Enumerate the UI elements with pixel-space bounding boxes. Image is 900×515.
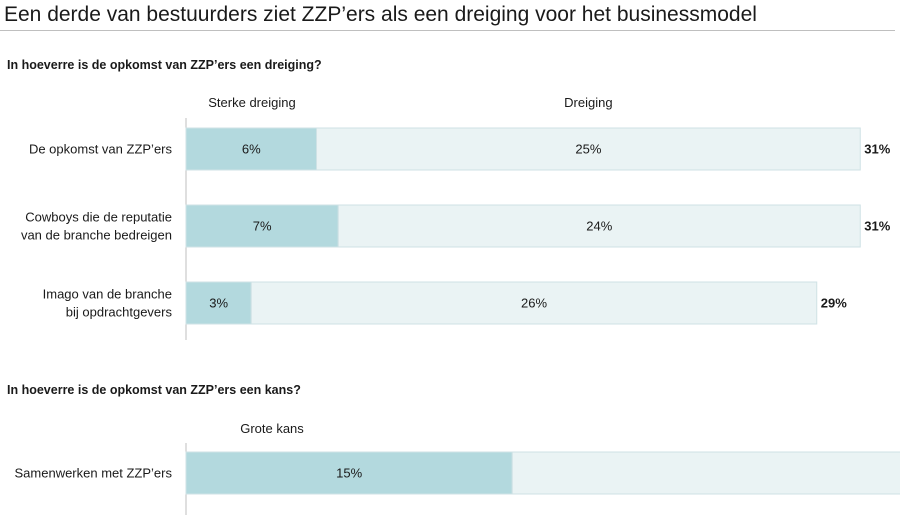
data-label: 25%	[575, 142, 601, 157]
total-label: 31%	[864, 219, 890, 234]
legend-label-strong: Sterke dreiging	[208, 95, 295, 110]
total-label: 31%	[864, 142, 890, 157]
category-label: De opkomst van ZZP’ers	[29, 142, 173, 157]
bar-segment-strong	[185, 204, 339, 248]
data-label: 7%	[253, 219, 272, 234]
total-label: 29%	[821, 296, 847, 311]
title-divider	[0, 30, 895, 31]
category-label: Cowboys die de reputatie	[25, 210, 172, 225]
data-label: 6%	[242, 142, 261, 157]
bar-segment	[250, 281, 818, 325]
data-label: 3%	[209, 296, 228, 311]
legend-label: Dreiging	[564, 95, 612, 110]
category-label: Samenwerken met ZZP’ers	[15, 466, 173, 481]
bar-segment	[337, 204, 861, 248]
bar-segment-strong	[185, 127, 317, 171]
bar-segment-strong	[185, 451, 513, 495]
page-title: Een derde van bestuurders ziet ZZP’ers a…	[4, 3, 757, 26]
category-label: van de branche bedreigen	[21, 228, 172, 243]
legend-label-strong: Grote kans	[240, 421, 304, 436]
bar-segment	[316, 127, 861, 171]
opportunity-question-heading: In hoeverre is de opkomst van ZZP’ers ee…	[7, 383, 301, 397]
bar-segment-strong	[185, 281, 252, 325]
data-label: 24%	[586, 219, 612, 234]
data-label: 15%	[336, 466, 362, 481]
threat-question-heading: In hoeverre is de opkomst van ZZP’ers ee…	[7, 58, 322, 72]
category-label: bij opdrachtgevers	[66, 305, 173, 320]
data-label: 26%	[521, 296, 547, 311]
category-label: Imago van de branche	[43, 287, 172, 302]
bar-segment	[511, 451, 900, 495]
